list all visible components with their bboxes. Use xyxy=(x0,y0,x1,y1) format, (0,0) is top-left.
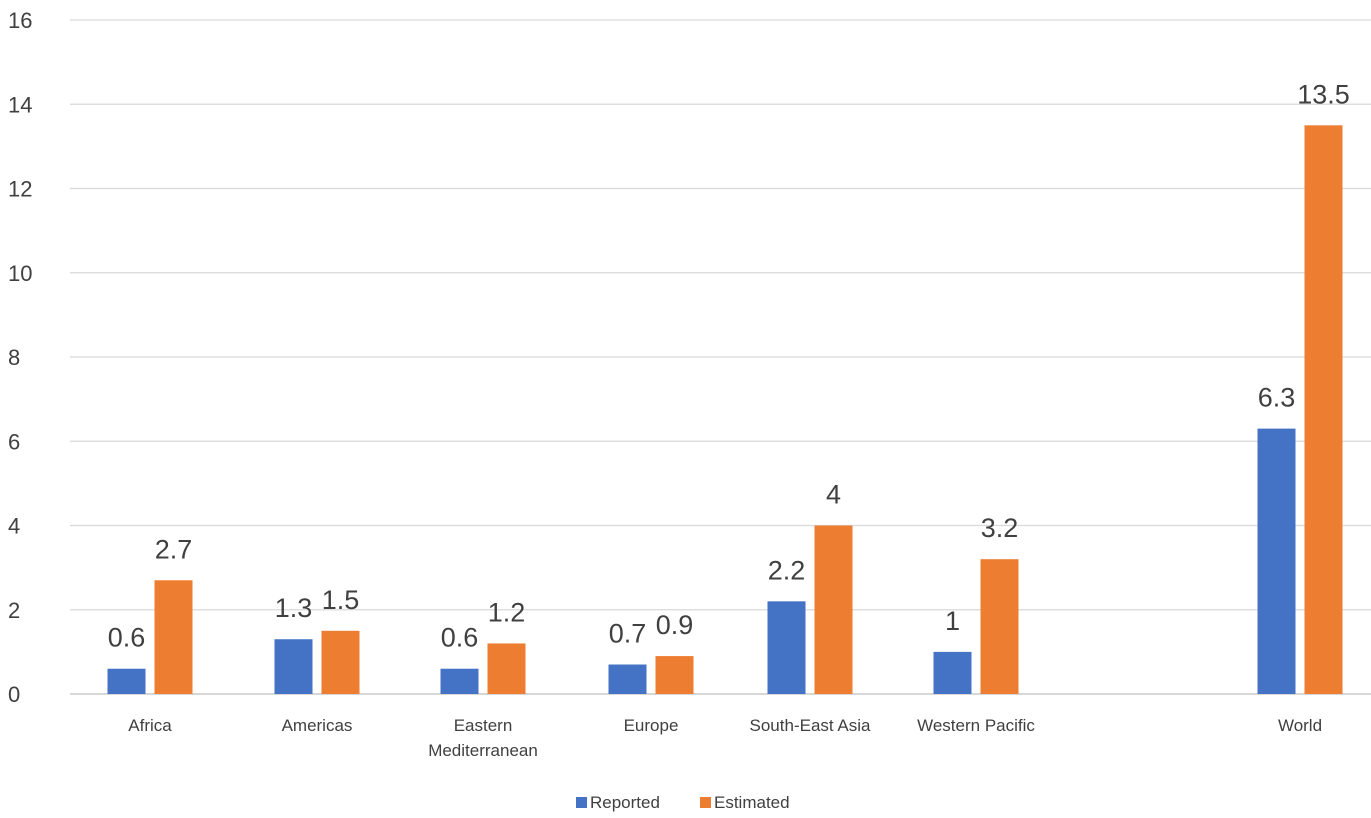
data-label: 0.9 xyxy=(656,610,694,640)
data-label: 6.3 xyxy=(1258,383,1296,413)
data-label: 0.6 xyxy=(108,623,146,653)
data-label: 13.5 xyxy=(1297,79,1350,109)
data-label: 3.2 xyxy=(981,513,1019,543)
bar-estimated xyxy=(487,643,526,694)
bar-reported xyxy=(1257,428,1296,694)
category-label: Europe xyxy=(624,716,679,735)
data-label: 0.7 xyxy=(609,619,647,649)
y-tick-label: 10 xyxy=(8,261,32,286)
legend: Reported Estimated xyxy=(576,793,790,812)
legend-label-estimated: Estimated xyxy=(714,793,790,812)
data-label: 1.2 xyxy=(488,597,526,627)
bar-reported xyxy=(767,601,806,694)
category-label: Americas xyxy=(282,716,353,735)
data-label: 1.3 xyxy=(275,593,313,623)
y-axis-tick-labels: 0 2 4 6 8 10 12 14 16 xyxy=(8,8,32,707)
bar-estimated xyxy=(980,559,1019,694)
bar-estimated xyxy=(154,580,193,694)
y-tick-label: 14 xyxy=(8,92,32,117)
y-tick-label: 16 xyxy=(8,8,32,33)
gridlines xyxy=(70,19,1371,695)
category-label: World xyxy=(1278,716,1322,735)
bar-reported xyxy=(440,668,479,694)
bar-estimated xyxy=(655,656,694,694)
bars xyxy=(107,125,1343,694)
bar-reported xyxy=(933,651,972,694)
data-labels: 0.6 1.3 0.6 0.7 2.2 1 6.3 2.7 1.5 1.2 0.9 4 3.2 13.5 xyxy=(108,79,1350,652)
bar-reported xyxy=(274,639,313,694)
bar-estimated xyxy=(1304,125,1343,694)
y-tick-label: 4 xyxy=(8,514,20,539)
data-label: 1.5 xyxy=(322,585,360,615)
category-label: Africa xyxy=(128,716,172,735)
bar-estimated xyxy=(321,630,360,694)
category-label: South-East Asia xyxy=(750,716,872,735)
x-axis-category-labels: Africa Americas Eastern Mediterranean Europe… xyxy=(128,716,1322,760)
y-tick-label: 12 xyxy=(8,177,32,202)
legend-swatch-reported xyxy=(576,797,587,808)
y-tick-label: 6 xyxy=(8,429,20,454)
legend-swatch-estimated xyxy=(700,797,711,808)
y-tick-label: 8 xyxy=(8,345,20,370)
category-label: Eastern Mediterranean xyxy=(428,716,538,760)
bar-reported xyxy=(107,668,146,694)
legend-label-reported: Reported xyxy=(590,793,660,812)
bar-reported xyxy=(608,664,647,694)
data-label: 2.2 xyxy=(768,555,806,585)
data-label: 4 xyxy=(826,480,841,510)
data-label: 2.7 xyxy=(155,534,193,564)
y-tick-label: 0 xyxy=(8,682,20,707)
data-label: 0.6 xyxy=(441,623,479,653)
category-label: Western Pacific xyxy=(917,716,1035,735)
bar-estimated xyxy=(814,525,853,694)
y-tick-label: 2 xyxy=(8,598,20,623)
data-label: 1 xyxy=(945,606,960,636)
